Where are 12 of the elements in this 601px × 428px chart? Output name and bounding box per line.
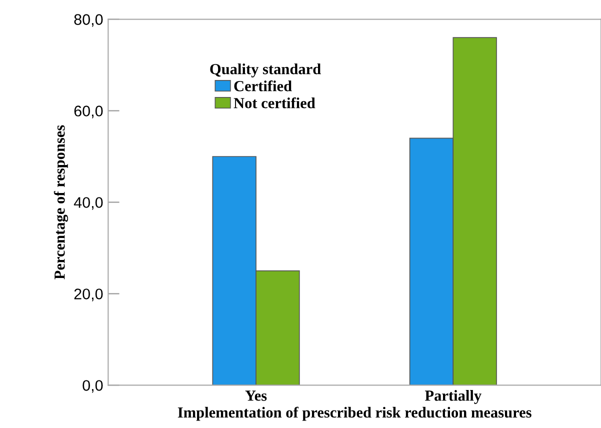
legend-label: Not certified xyxy=(234,97,316,108)
x-tick-label: Yes xyxy=(245,390,267,401)
x-tick-label: Partially xyxy=(424,390,482,404)
y-axis-title: Percentage of responses xyxy=(54,125,68,280)
y-tick-label: 80,0 xyxy=(74,14,103,27)
legend-label: Certified xyxy=(234,80,292,92)
y-tick-label: 60,0 xyxy=(74,106,103,118)
legend-title: Quality standard xyxy=(210,63,321,78)
y-tick-label: 20,0 xyxy=(74,288,103,302)
y-tick-label: 0,0 xyxy=(82,380,103,393)
x-axis-title: Implementation of prescribed risk reduction measures xyxy=(178,406,532,421)
y-tick-label: 40,0 xyxy=(74,197,103,210)
